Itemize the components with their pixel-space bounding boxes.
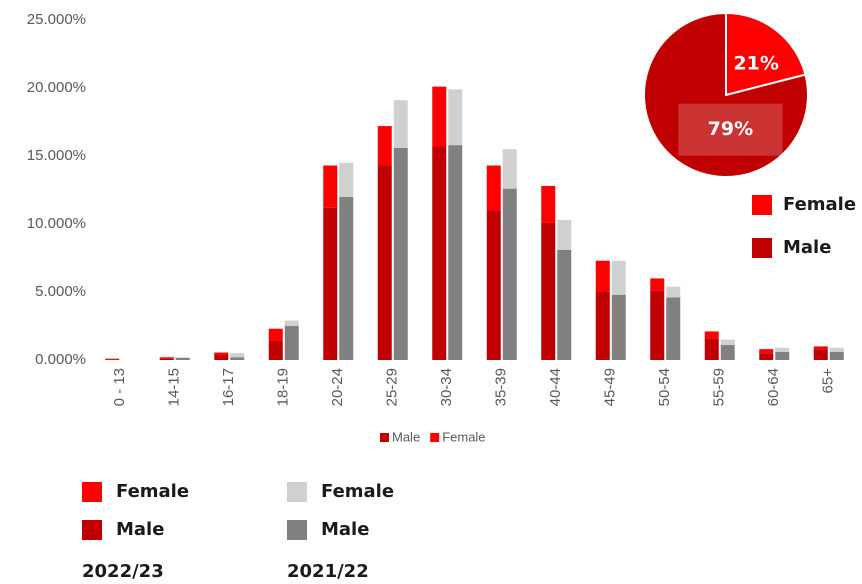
pie-label: 79% [708,118,753,140]
x-tick-label: 35-39 [493,368,510,406]
bar [284,326,299,360]
legend-swatch [287,482,307,502]
legend-label: Male [321,519,369,540]
bar [230,357,245,360]
bar [759,349,774,354]
bar [432,86,447,147]
legend-swatch [752,238,772,258]
bar [541,185,556,223]
bar [432,146,447,360]
legend-label: Female [116,481,189,502]
bar [829,351,844,360]
bar [159,358,174,360]
x-tick-label: 55-59 [711,368,728,406]
bar [704,338,719,360]
bar [175,357,190,360]
pie-slice [643,11,809,178]
bar [159,357,174,359]
legend-group-title: 2021/22 [287,561,369,582]
bar [829,347,844,352]
y-tick-label: 5.000% [35,283,86,300]
bar [230,353,245,358]
x-tick-label: 30-34 [438,368,455,406]
legend-swatch [82,482,102,502]
y-tick-label: 20.000% [27,79,86,96]
legend-swatch [752,195,772,215]
bar [611,294,626,360]
bar [214,352,229,355]
bar [339,196,354,360]
x-tick-label: 16-17 [220,368,237,406]
bar [704,331,719,339]
bar [268,328,283,341]
bar [502,188,517,360]
bar [323,165,338,208]
legend-swatch [287,520,307,540]
legend-label: Male [783,237,831,258]
bar [759,353,774,360]
y-tick-label: 0.000% [35,351,86,368]
bar [377,165,392,360]
legend-label: Female [321,481,394,502]
legend-label: Male [392,429,420,444]
x-tick-label: 50-54 [656,368,673,406]
x-tick-label: 0 - 13 [111,368,128,406]
legend-label: Female [783,194,856,215]
x-tick-label: 60-64 [765,368,782,406]
pie-slice [725,11,807,97]
bar [650,278,665,291]
bar [448,145,463,360]
pie-label: 21% [733,53,778,75]
bar [323,207,338,360]
x-tick-label: 20-24 [329,368,346,406]
bar [284,320,299,326]
bar [720,345,735,360]
bar [813,346,828,350]
y-tick-label: 15.000% [27,147,86,164]
label-box [678,103,783,156]
bar [377,126,392,166]
bar [448,89,463,146]
bar [105,359,120,360]
bar [105,358,120,360]
x-tick-label: 40-44 [547,368,564,406]
bar [720,339,735,346]
bar [666,297,681,360]
y-tick-label: 25.000% [27,11,86,28]
bar [595,260,610,292]
bar [214,354,229,360]
bar [557,249,572,360]
bar [175,357,190,358]
x-tick-label: 25-29 [384,368,401,406]
bar [393,100,408,148]
bar [486,210,501,360]
bar [268,340,283,360]
bar [393,147,408,360]
bar [541,222,556,360]
bar [775,347,790,352]
x-tick-label: 65+ [820,368,837,394]
bar [557,219,572,250]
bar [813,349,828,360]
legend-swatch [380,433,389,442]
bar [339,162,354,197]
bar [595,292,610,360]
bar [775,351,790,360]
bar [486,165,501,211]
bar [650,290,665,360]
bar [502,149,517,189]
legend-swatch [430,433,440,442]
legend-label: Female [442,429,485,444]
legend-label: Male [116,519,164,540]
bar [611,260,626,295]
legend-swatch [82,520,102,540]
x-tick-label: 45-49 [602,368,619,406]
x-tick-label: 18-19 [275,368,292,406]
x-tick-label: 14-15 [166,368,183,406]
bar [666,286,681,298]
y-tick-label: 10.000% [27,215,86,232]
legend-group-title: 2022/23 [82,561,164,582]
